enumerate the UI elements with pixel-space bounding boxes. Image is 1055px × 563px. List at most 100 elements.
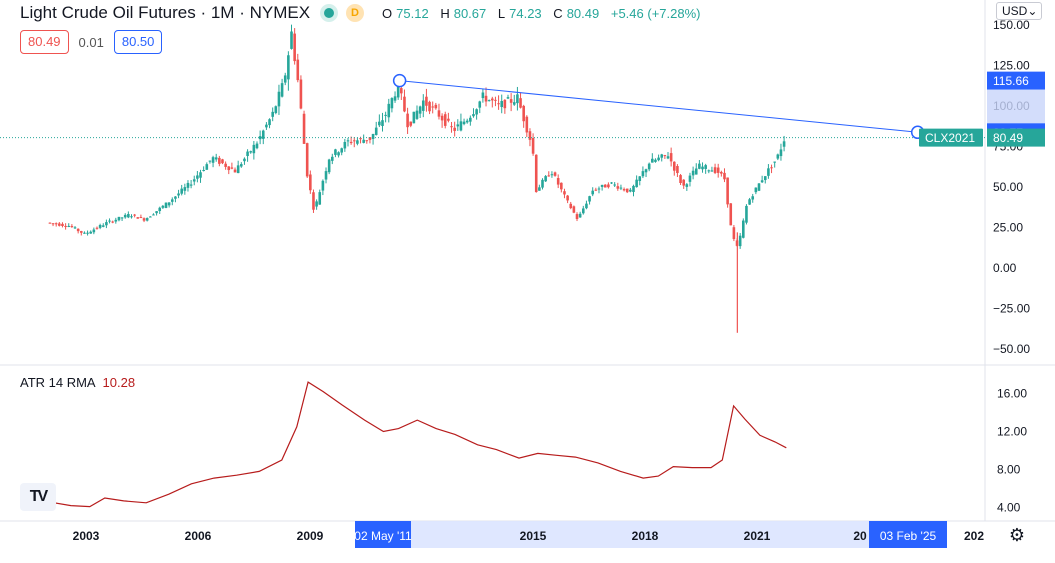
candle-body — [290, 31, 293, 49]
candle-body — [123, 214, 127, 218]
buy-price-button[interactable]: 80.50 — [113, 30, 163, 54]
time-range-highlight — [355, 521, 935, 548]
trend-start-price-label: 115.66 — [993, 74, 1029, 88]
candle-body — [349, 141, 353, 144]
candle-body — [437, 110, 441, 117]
candle-body — [258, 136, 262, 140]
candle-body — [415, 110, 419, 119]
symbol-tag-bg — [919, 128, 983, 147]
candle-body — [519, 98, 522, 108]
candle-body — [114, 219, 118, 222]
candle-body — [233, 169, 237, 173]
candle-body — [720, 171, 723, 174]
candle-body — [619, 187, 623, 189]
indicator-value: 10.28 — [102, 375, 136, 390]
candle-body — [553, 172, 557, 176]
indicator-name: ATR 14 RMA — [20, 375, 95, 390]
close-label: C — [553, 5, 563, 21]
time-axis-tick-label: 2021 — [744, 529, 771, 543]
change-value: +5.46 (+7.28%) — [610, 5, 701, 21]
candle-body — [418, 106, 422, 114]
candle-body — [127, 214, 130, 218]
candle-body — [133, 214, 136, 216]
candle-body — [268, 119, 271, 126]
candle-body — [230, 167, 234, 169]
candle-body — [465, 120, 469, 123]
range-end-date-bg — [869, 521, 947, 548]
candle-body — [61, 223, 64, 226]
candle-body — [149, 216, 152, 218]
high-label: H — [440, 5, 450, 21]
market-open-icon[interactable] — [324, 8, 335, 18]
atr-axis-tick-label: 12.00 — [997, 425, 1027, 439]
candle-body — [246, 151, 249, 157]
candle-body — [67, 225, 71, 227]
open-label: O — [382, 5, 393, 21]
candle-body — [236, 165, 240, 174]
candle-body — [509, 99, 513, 103]
candle-body — [641, 171, 645, 177]
candle-body — [469, 117, 472, 122]
candle-body — [534, 154, 538, 192]
trend-start-price-label-bg — [987, 71, 1045, 90]
sell-price-button[interactable]: 80.49 — [20, 30, 69, 54]
candle-body — [503, 99, 507, 109]
candle-body — [525, 116, 529, 133]
candle-body — [607, 184, 610, 188]
candle-body — [359, 138, 362, 140]
candle-body — [528, 131, 532, 140]
candle-body — [428, 101, 431, 112]
candle-body — [261, 130, 265, 139]
candle-body — [324, 171, 328, 180]
candle-body — [676, 166, 679, 174]
candle-body — [635, 179, 638, 188]
candle-body — [155, 211, 158, 214]
gear-icon[interactable]: ⚙ — [1008, 525, 1026, 545]
price-axis-tick-label: −25.00 — [993, 302, 1030, 316]
time-axis-tick-label: 2006 — [185, 529, 212, 543]
candle-body — [707, 170, 711, 172]
candle-body — [211, 157, 215, 163]
open-value: 75.12 — [396, 5, 429, 21]
candle-body — [283, 75, 287, 83]
candle-body — [481, 92, 485, 99]
candle-body — [117, 216, 121, 221]
delayed-data-badge[interactable]: D — [346, 4, 365, 22]
range-start-date-label: 02 May '11 — [354, 529, 412, 543]
candle-body — [356, 140, 359, 144]
candle-body — [421, 100, 425, 111]
candle-body — [654, 159, 657, 162]
candle-body — [500, 100, 504, 108]
candle-body — [462, 121, 466, 125]
symbol-title[interactable]: Light Crude Oil Futures · 1M · NYMEX — [20, 3, 311, 22]
candle-body — [98, 225, 102, 228]
candle-body — [180, 188, 183, 194]
candle-body — [227, 166, 231, 171]
candle-body — [591, 190, 595, 195]
candle-body — [475, 109, 478, 115]
candle-body — [183, 187, 187, 191]
candle-body — [89, 231, 93, 234]
candle-body — [431, 106, 434, 108]
candle-body — [170, 199, 174, 202]
candle-body — [566, 195, 569, 201]
candle-body — [544, 176, 547, 182]
candle-body — [111, 221, 114, 223]
candle-body — [343, 141, 347, 149]
candle-body — [647, 163, 651, 170]
candle-body — [277, 91, 281, 107]
range-start-date-bg — [355, 521, 411, 548]
indicator-legend[interactable]: ATR 14 RMA 10.28 — [20, 375, 135, 390]
atr-axis-tick-label: 8.00 — [997, 463, 1021, 477]
candle-body — [340, 148, 344, 153]
candle-body — [726, 177, 729, 205]
candle-body — [742, 220, 745, 238]
tradingview-logo-icon[interactable]: TV — [20, 483, 56, 511]
candle-body — [487, 100, 491, 102]
candle-body — [192, 179, 196, 182]
candle-body — [73, 227, 77, 229]
candle-body — [302, 113, 306, 144]
currency-select[interactable]: USD⌄ — [996, 2, 1043, 20]
